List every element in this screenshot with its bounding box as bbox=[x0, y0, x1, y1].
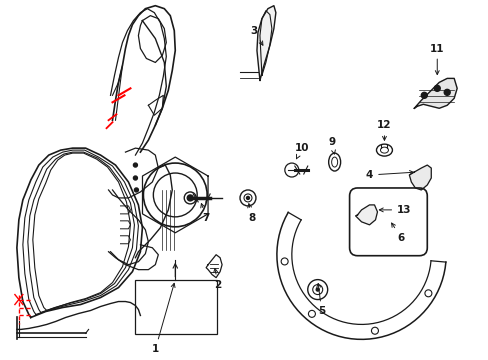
Circle shape bbox=[421, 92, 427, 98]
Polygon shape bbox=[355, 205, 377, 225]
Text: 13: 13 bbox=[379, 205, 411, 215]
Text: 8: 8 bbox=[247, 204, 255, 223]
Circle shape bbox=[134, 188, 138, 192]
Text: 4: 4 bbox=[365, 170, 413, 180]
Polygon shape bbox=[256, 6, 275, 80]
Circle shape bbox=[133, 176, 137, 180]
Polygon shape bbox=[413, 78, 456, 108]
Circle shape bbox=[187, 195, 193, 201]
Text: 9: 9 bbox=[327, 137, 335, 154]
Circle shape bbox=[133, 163, 137, 167]
Text: 3: 3 bbox=[250, 26, 263, 45]
Circle shape bbox=[246, 197, 249, 199]
Bar bbox=[135, 280, 217, 334]
Circle shape bbox=[443, 89, 449, 95]
Text: 11: 11 bbox=[429, 44, 444, 75]
Text: 6: 6 bbox=[391, 223, 404, 243]
Polygon shape bbox=[408, 165, 430, 190]
Circle shape bbox=[316, 288, 319, 291]
Text: 10: 10 bbox=[294, 143, 308, 159]
Text: 2: 2 bbox=[213, 269, 221, 289]
Text: 1: 1 bbox=[151, 283, 175, 354]
Text: 5: 5 bbox=[316, 283, 325, 316]
Text: 7: 7 bbox=[201, 204, 209, 223]
Text: 12: 12 bbox=[376, 120, 391, 140]
Circle shape bbox=[433, 85, 439, 91]
